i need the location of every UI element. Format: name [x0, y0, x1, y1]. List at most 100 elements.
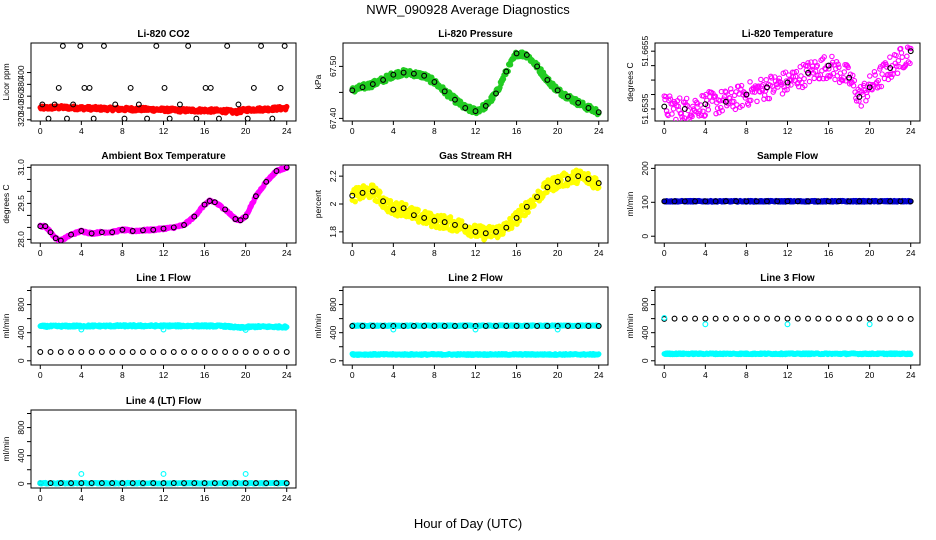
- panel-8-point: [472, 326, 479, 333]
- panel-3-point: [887, 71, 894, 77]
- panel-9-point: [784, 321, 791, 328]
- panel-4-point: [109, 229, 116, 236]
- panel-5-point: [518, 210, 524, 216]
- panel-1-plot-area: [37, 43, 290, 121]
- panel-3-ytick-label: 51.6655: [640, 36, 650, 67]
- panel-7-point: [222, 349, 229, 355]
- panel-5-xtick-label: 0: [350, 248, 355, 258]
- panel-8-point: [575, 323, 582, 329]
- panel-7-point: [160, 349, 167, 355]
- panel-8-point: [359, 323, 366, 329]
- panel-2-point: [421, 72, 428, 79]
- panel-3-series-2: [661, 48, 914, 112]
- panel-8-point: [534, 323, 541, 329]
- panel-3-point: [850, 83, 857, 89]
- panel-3-point: [836, 64, 842, 71]
- panel-3-point: [812, 59, 818, 65]
- panel-3-point: [702, 101, 709, 108]
- panel-6-xtick-label: 8: [744, 248, 749, 258]
- panel-8-point: [513, 323, 520, 329]
- panel-1-point: [51, 101, 58, 108]
- panel-7-point: [98, 349, 105, 355]
- panel-3-point: [856, 93, 863, 100]
- panel-3-point: [785, 72, 792, 78]
- panel-1-point: [176, 101, 183, 108]
- panel-7-point: [242, 326, 249, 333]
- panel-1-ytick-label: 400: [16, 65, 26, 79]
- panel-7-point: [242, 349, 249, 355]
- panel-2-point: [369, 81, 376, 88]
- panel-3-point: [771, 87, 777, 93]
- panel-3-point: [681, 106, 688, 112]
- panel-6-point: [876, 198, 883, 205]
- panel-5-point: [377, 189, 383, 196]
- panel-5-point: [441, 213, 447, 219]
- panel-10-title: Line 4 (LT) Flow: [126, 396, 202, 407]
- panel-6-xtick-label: 24: [906, 248, 916, 258]
- panel-1-point: [59, 43, 66, 49]
- panel-7-point: [129, 349, 136, 355]
- panel-10-xtick-label: 8: [120, 493, 125, 503]
- panel-10-plot-area: [37, 470, 290, 487]
- panel-3-point: [683, 95, 690, 102]
- panel-1-point: [250, 84, 257, 91]
- panel-6-point: [722, 198, 729, 205]
- panel-1-point: [135, 101, 142, 108]
- panel-6-xtick-label: 16: [824, 248, 834, 258]
- panel-9-point: [856, 315, 863, 322]
- panel-9-series-1: [661, 350, 914, 358]
- panel-3-point: [839, 77, 846, 84]
- panel-5-point: [441, 219, 448, 226]
- panel-3-point: [887, 54, 893, 60]
- panel-2-ytick-label: 67.40: [328, 107, 338, 129]
- panel-3-xtick-label: 0: [662, 126, 667, 136]
- panel-5-point: [481, 236, 488, 242]
- panel-5-point: [380, 198, 387, 205]
- panel-7-point: [78, 349, 85, 355]
- panel-2-point: [585, 105, 592, 111]
- panel-3-point: [841, 69, 848, 75]
- panel-5-xtick-label: 16: [512, 248, 522, 258]
- panel-3-point: [739, 102, 746, 109]
- panel-9-point: [876, 315, 883, 322]
- panel-6-point: [712, 198, 719, 205]
- panel-4-point: [98, 229, 105, 236]
- panel-4-point: [78, 228, 85, 234]
- panel-9-xtick-label: 24: [906, 370, 916, 380]
- panel-8-xtick-label: 0: [350, 370, 355, 380]
- panel-2-point: [431, 79, 438, 85]
- panel-5-point: [593, 175, 599, 182]
- panel-4-xtick-label: 8: [120, 248, 125, 258]
- panel-9-point: [671, 315, 678, 322]
- panel-4-title: Ambient Box Temperature: [101, 151, 226, 162]
- panel-5-point: [462, 223, 469, 230]
- panel-3-point: [732, 106, 739, 113]
- panel-3-point: [743, 91, 750, 98]
- panel-2-point: [380, 76, 387, 83]
- panel-2-series-2: [349, 50, 602, 116]
- panel-9-point: [815, 315, 822, 322]
- panel-2-point: [410, 70, 417, 77]
- panel-3-point: [907, 48, 914, 55]
- panel-4-point: [57, 237, 64, 243]
- panel-3-point: [777, 79, 783, 85]
- panel-4-point: [201, 201, 208, 208]
- panel-5-point: [544, 184, 551, 191]
- panel-4-point: [47, 229, 54, 236]
- panel-3-point: [805, 60, 811, 66]
- panel-5-point: [359, 189, 366, 196]
- panel-9-ytick-label: 0: [640, 358, 650, 363]
- panel-9-point: [846, 315, 853, 322]
- panel-3-ylabel: degrees C: [625, 62, 635, 101]
- panel-2-xtick-label: 16: [512, 126, 522, 136]
- panel-8-point: [380, 323, 387, 329]
- panel-3-point: [887, 65, 894, 71]
- panel-1-point: [166, 115, 173, 121]
- panel-1-point: [144, 115, 151, 121]
- panel-5-point: [431, 217, 438, 224]
